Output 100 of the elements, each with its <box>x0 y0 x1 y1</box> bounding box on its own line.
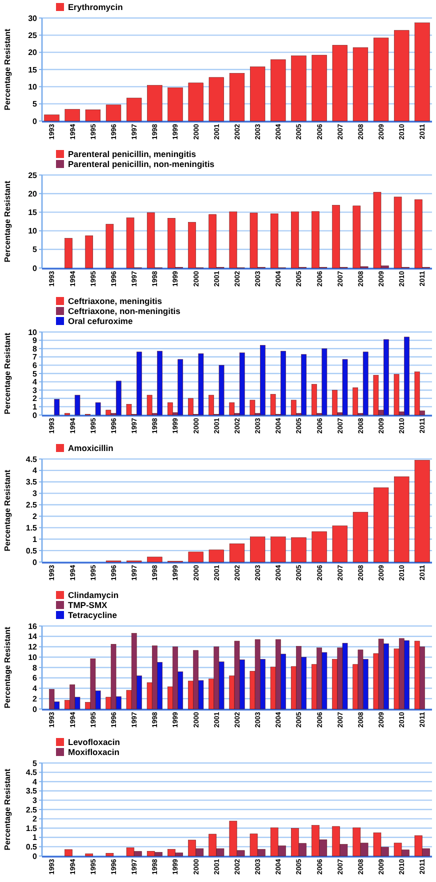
bar <box>64 109 80 122</box>
bar <box>312 54 327 122</box>
bar <box>352 512 368 562</box>
y-tick-label: 5 <box>32 245 38 254</box>
bar <box>414 22 430 122</box>
bar <box>126 98 142 122</box>
legend-label: Tetracycline <box>68 610 118 620</box>
y-tick-label: 2 <box>32 394 38 404</box>
legend-label: Oral cefuroxime <box>68 316 133 326</box>
bar <box>147 556 162 562</box>
y-tick-label: 4 <box>32 378 38 387</box>
bar <box>229 73 245 122</box>
bar <box>250 66 266 122</box>
legend-label: Ceftriaxone, non-meningitis <box>68 306 181 316</box>
bar <box>374 38 389 122</box>
y-axis-title: Percentage Resistant <box>3 469 12 552</box>
y-tick-label: 3.5 <box>26 478 38 487</box>
y-tick-label: 8 <box>32 344 38 354</box>
legend-label: TMP-SMX <box>68 600 108 610</box>
bar <box>208 77 224 122</box>
legend-label: Amoxicillin <box>68 442 114 453</box>
y-tick-label: 15 <box>28 65 38 74</box>
bar <box>394 30 410 122</box>
bar <box>95 402 101 416</box>
y-tick-label: 0 <box>32 264 38 273</box>
y-tick-label: 10 <box>28 226 38 236</box>
y-tick-label: 16 <box>28 622 38 631</box>
y-tick-label: 5 <box>32 369 38 378</box>
y-tick-label: 1 <box>32 402 38 412</box>
y-tick-label: 5 <box>32 100 38 109</box>
bar <box>270 59 286 122</box>
bar <box>414 460 430 562</box>
y-tick-label: 3 <box>32 489 38 498</box>
y-tick-label: 7 <box>32 352 38 362</box>
y-tick-label: 30 <box>28 14 38 23</box>
bar <box>147 85 162 122</box>
y-tick-label: 2 <box>32 814 38 824</box>
legend-label: Erythromycin <box>68 2 123 12</box>
y-tick-label: 12 <box>28 642 38 652</box>
y-tick-label: 0 <box>32 116 38 126</box>
bar <box>188 82 204 122</box>
bar <box>188 552 204 562</box>
bar <box>394 476 410 562</box>
y-axis-title: Percentage Resistant <box>3 768 12 850</box>
bar <box>85 854 94 856</box>
y-tick-label: 9 <box>32 336 38 346</box>
bar <box>106 224 114 268</box>
y-tick-label: 14 <box>28 632 38 642</box>
bar <box>44 114 60 122</box>
y-tick-label: 25 <box>28 30 38 40</box>
y-tick-label: 1 <box>32 534 38 544</box>
bar <box>332 526 348 562</box>
y-tick-label: 3 <box>32 796 38 805</box>
legend-label: Parenteral penicillin, meningitis <box>68 148 196 159</box>
y-tick-label: 20 <box>28 189 38 198</box>
y-tick-label: 0 <box>32 410 38 420</box>
y-tick-label: 15 <box>28 208 38 217</box>
legend-label: Clindamycin <box>68 590 119 600</box>
legend-label: Levofloxacin <box>68 736 120 747</box>
y-tick-label: 4 <box>32 466 38 476</box>
bar <box>352 47 368 122</box>
y-tick-label: 4 <box>32 777 38 786</box>
y-tick-label: 1.5 <box>26 523 38 532</box>
y-tick-label: 3.5 <box>26 786 38 796</box>
legend-label: Moxifloxacin <box>68 746 120 757</box>
y-tick-label: 0 <box>32 852 38 861</box>
legend-label: Ceftriaxone, meningitis <box>68 296 162 306</box>
y-tick-label: 10 <box>28 82 38 92</box>
bar <box>54 399 60 416</box>
bar <box>270 536 286 562</box>
y-tick-label: 20 <box>28 48 38 58</box>
bar <box>85 235 94 268</box>
y-tick-label: 0.5 <box>26 546 38 556</box>
legend-label: Parenteral penicillin, non-meningitis <box>68 158 215 169</box>
y-tick-label: 2.5 <box>26 805 38 814</box>
y-tick-label: 3 <box>32 386 38 395</box>
y-tick-label: 1.5 <box>26 824 38 833</box>
y-tick-label: 2.5 <box>26 500 38 510</box>
bar <box>64 238 72 268</box>
bar <box>208 550 224 562</box>
bar <box>74 394 80 416</box>
y-tick-label: 4.5 <box>26 768 38 778</box>
y-axis-title: Percentage Resistant <box>3 626 12 708</box>
y-tick-label: 6 <box>32 361 38 370</box>
y-tick-label: 0.5 <box>26 842 38 852</box>
bar <box>106 853 114 856</box>
y-tick-label: 10 <box>28 328 38 337</box>
y-tick-label: 2 <box>32 694 38 704</box>
y-tick-label: 0 <box>32 558 38 567</box>
bar <box>291 537 306 562</box>
y-tick-label: 1 <box>32 833 38 842</box>
y-tick-label: 10 <box>28 652 38 662</box>
bar <box>106 104 122 122</box>
y-tick-label: 5 <box>32 758 38 768</box>
bar <box>85 110 100 122</box>
bar <box>250 536 266 562</box>
y-axis-title: Percentage Resistant <box>3 28 12 110</box>
y-tick-label: 6 <box>32 674 38 683</box>
y-tick-label: 4 <box>32 684 38 694</box>
bar <box>64 849 72 856</box>
